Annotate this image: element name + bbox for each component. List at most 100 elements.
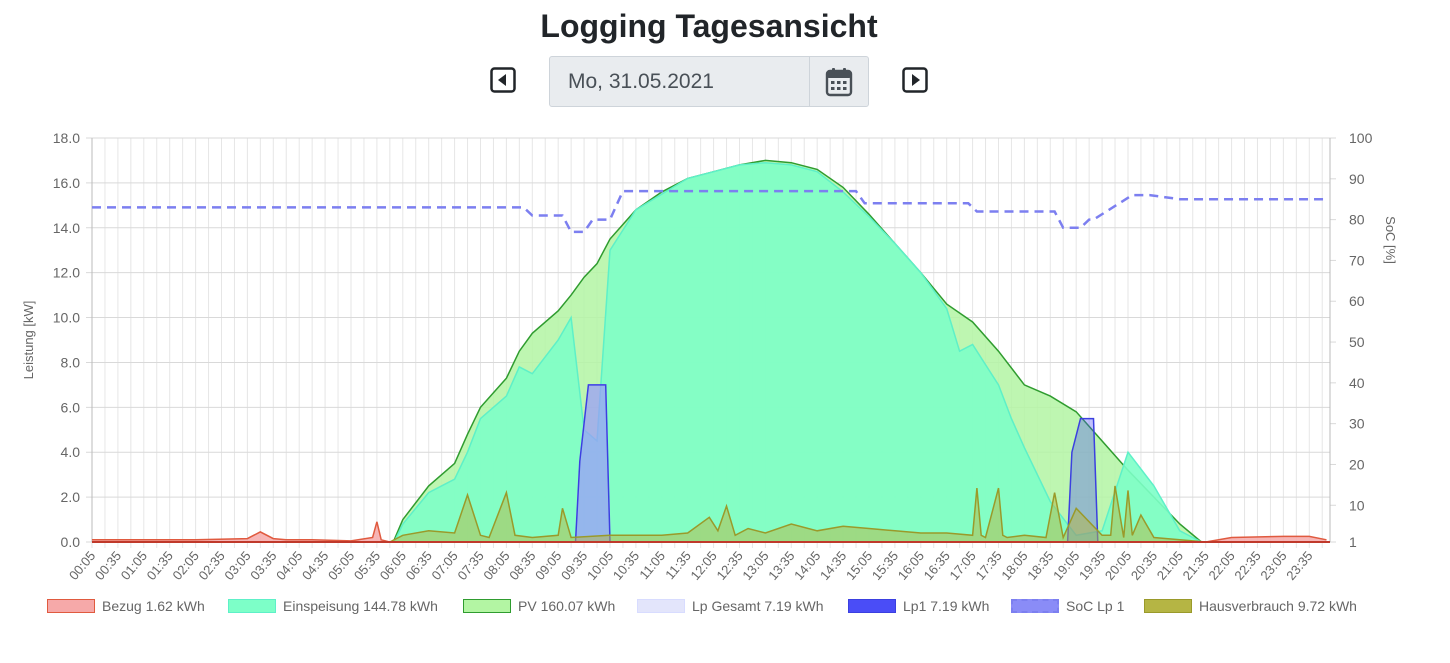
y-tick-label: 6.0: [61, 399, 81, 415]
y-tick-label: 14.0: [53, 220, 80, 236]
x-tick-label: 23:35: [1283, 548, 1315, 583]
legend-item[interactable]: Einspeisung 144.78 kWh: [228, 598, 438, 614]
legend-label: Hausverbrauch 9.72 kWh: [1199, 598, 1357, 614]
chart-legend: Bezug 1.62 kWh Einspeisung 144.78 kWh PV 1…: [0, 598, 1450, 620]
y-tick-label: 10.0: [53, 310, 80, 326]
x-tick-label: 10:05: [584, 548, 616, 583]
x-tick-label: 10:35: [610, 548, 642, 583]
legend-swatch: [637, 599, 685, 613]
x-tick-label: 14:35: [817, 548, 849, 583]
x-tick-label: 06:05: [377, 548, 409, 583]
x-tick-label: 16:35: [921, 548, 953, 583]
y2-tick-label: 90: [1349, 171, 1365, 187]
y-tick-label: 4.0: [61, 444, 81, 460]
calendar-icon: [825, 67, 853, 96]
x-tick-label: 19:05: [1050, 548, 1082, 583]
x-tick-label: 08:35: [506, 548, 538, 583]
x-tick-label: 06:35: [403, 548, 435, 583]
y-axis-label: Leistung [kW]: [21, 301, 36, 380]
series-line-einspeisung: [393, 161, 1202, 543]
x-tick-label: 00:35: [92, 548, 124, 583]
x-tick-label: 02:35: [195, 548, 227, 583]
x-tick-label: 20:35: [1128, 548, 1160, 583]
x-tick-label: 08:05: [480, 548, 512, 583]
x-tick-label: 14:05: [791, 548, 823, 583]
y2-tick-label: 20: [1349, 456, 1365, 472]
x-tick-label: 17:05: [946, 548, 978, 583]
x-tick-label: 17:35: [972, 548, 1004, 583]
legend-swatch: [228, 599, 276, 613]
x-tick-label: 09:05: [532, 548, 564, 583]
y2-tick-label: 80: [1349, 212, 1365, 228]
legend-label: PV 160.07 kWh: [518, 598, 616, 614]
legend-label: Bezug 1.62 kWh: [102, 598, 205, 614]
next-day-button[interactable]: [902, 67, 928, 93]
date-input[interactable]: [550, 57, 809, 106]
y2-tick-label: 30: [1349, 416, 1365, 432]
x-tick-label: 18:35: [1024, 548, 1056, 583]
legend-item[interactable]: PV 160.07 kWh: [463, 598, 615, 614]
legend-label: Lp1 7.19 kWh: [903, 598, 990, 614]
y2-tick-label: 1: [1349, 534, 1357, 550]
date-picker: [549, 56, 869, 107]
legend-item[interactable]: Lp1 7.19 kWh: [848, 598, 989, 614]
x-tick-label: 13:05: [739, 548, 771, 583]
x-tick-label: 20:05: [1102, 548, 1134, 583]
x-tick-label: 01:05: [118, 548, 150, 583]
y2-axis-label: SoC [%]: [1383, 216, 1398, 264]
x-tick-label: 03:05: [221, 548, 253, 583]
power-chart: 00:0500:3501:0501:3502:0502:3503:0503:35…: [21, 130, 1398, 583]
x-tick-label: 22:35: [1231, 548, 1263, 583]
y2-tick-label: 40: [1349, 375, 1365, 391]
series-line-bezug: [92, 521, 1327, 543]
legend-label: SoC Lp 1: [1066, 598, 1125, 614]
x-tick-label: 00:05: [66, 548, 98, 583]
legend-swatch: [463, 599, 511, 613]
legend-swatch: [47, 599, 95, 613]
x-tick-label: 09:35: [558, 548, 590, 583]
x-tick-label: 07:05: [428, 548, 460, 583]
x-tick-label: 15:05: [843, 548, 875, 583]
legend-item[interactable]: Lp Gesamt 7.19 kWh: [637, 598, 824, 614]
y2-tick-label: 50: [1349, 334, 1365, 350]
legend-label: Lp Gesamt 7.19 kWh: [692, 598, 824, 614]
caret-right-square-icon: [902, 67, 928, 93]
x-tick-label: 04:35: [299, 548, 331, 583]
legend-item[interactable]: Bezug 1.62 kWh: [47, 598, 205, 614]
x-tick-label: 05:05: [325, 548, 357, 583]
x-tick-label: 12:05: [687, 548, 719, 583]
x-tick-label: 22:05: [1205, 548, 1237, 583]
legend-item[interactable]: Hausverbrauch 9.72 kWh: [1144, 598, 1357, 614]
legend-label: Einspeisung 144.78 kWh: [283, 598, 438, 614]
y-tick-label: 0.0: [61, 534, 81, 550]
y-tick-label: 12.0: [53, 265, 80, 281]
x-tick-label: 21:05: [1154, 548, 1186, 583]
x-tick-label: 03:35: [247, 548, 279, 583]
y-tick-label: 16.0: [53, 175, 80, 191]
legend-swatch: [1144, 599, 1192, 613]
y-tick-label: 18.0: [53, 130, 80, 146]
x-tick-label: 23:05: [1257, 548, 1289, 583]
legend-item[interactable]: SoC Lp 1: [1011, 598, 1124, 614]
x-tick-label: 01:35: [144, 548, 176, 583]
series-line-soc: [92, 189, 1327, 234]
x-tick-label: 02:05: [169, 548, 201, 583]
x-tick-label: 05:35: [351, 548, 383, 583]
x-tick-label: 13:35: [765, 548, 797, 583]
legend-swatch: [848, 599, 896, 613]
x-tick-label: 11:05: [636, 548, 668, 582]
x-tick-label: 18:05: [998, 548, 1030, 583]
calendar-button[interactable]: [809, 57, 868, 106]
x-tick-label: 21:35: [1180, 548, 1212, 583]
y2-tick-label: 10: [1349, 497, 1365, 513]
x-tick-label: 16:05: [895, 548, 927, 583]
prev-day-button[interactable]: [490, 67, 516, 93]
y2-tick-label: 100: [1349, 130, 1373, 146]
legend-swatch: [1011, 599, 1059, 613]
y-tick-label: 8.0: [61, 354, 81, 370]
page-title: Logging Tagesansicht: [540, 8, 878, 44]
series-area-lp: [571, 384, 615, 542]
series-line-hausverbrauch: [389, 485, 1206, 543]
y2-tick-label: 70: [1349, 252, 1365, 268]
y-tick-label: 2.0: [61, 489, 81, 505]
